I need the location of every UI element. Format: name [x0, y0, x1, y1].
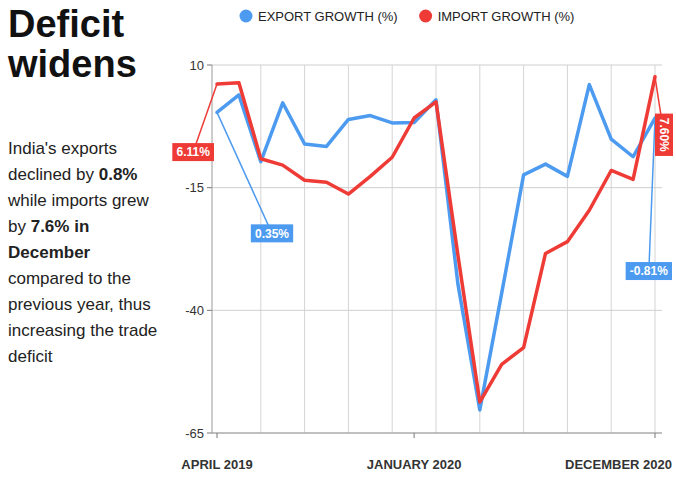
legend-swatch: [419, 10, 432, 23]
legend: EXPORT GROWTH (%) IMPORT GROWTH (%): [240, 9, 575, 24]
data-label: -0.81%: [626, 118, 672, 280]
tick-mark: [207, 65, 212, 66]
x-tick-label: JANUARY 2020: [367, 457, 462, 472]
leader-line: [217, 112, 272, 233]
data-labels: 0.35% -0.81% 6.11% 7.60%: [172, 77, 673, 280]
label-box: [626, 262, 672, 280]
legend-swatch: [240, 10, 253, 23]
grid-line-x: [436, 65, 437, 433]
data-label: 6.11%: [172, 84, 217, 161]
series-line: [217, 77, 655, 402]
grid-line-y: [212, 310, 662, 311]
data-label-text: 6.11%: [176, 145, 210, 159]
leader-line: [193, 84, 217, 152]
x-tick-label: APRIL 2019: [181, 457, 252, 472]
y-tick-label: -15: [185, 180, 204, 195]
grid-line-x: [260, 65, 261, 433]
data-label-text: 7.60%: [657, 118, 671, 152]
label-box: [655, 114, 673, 156]
grid-line-x: [567, 65, 568, 433]
subtitle: India's exports declined by 0.8% while i…: [8, 136, 170, 370]
grid-line-y: [212, 433, 662, 434]
data-label: 0.35%: [217, 112, 293, 242]
y-tick-label: -65: [185, 426, 204, 441]
y-tick-label: 10: [190, 58, 204, 73]
y-tick-label: -40: [185, 303, 204, 318]
tick-mark: [217, 433, 218, 438]
tick-mark: [207, 433, 212, 434]
title: Deficit widens: [8, 4, 183, 84]
grid-line-x: [392, 65, 393, 433]
leader-line: [649, 118, 655, 271]
lines: [217, 77, 655, 410]
x-tick-label: DECEMBER 2020: [565, 457, 672, 472]
legend-label: EXPORT GROWTH (%): [258, 9, 398, 24]
tick-mark: [207, 187, 212, 188]
grid-line-x: [611, 65, 612, 433]
tick-mark: [207, 310, 212, 311]
grid-line-y: [212, 65, 662, 66]
grid-line-x: [304, 65, 305, 433]
grid-line-x: [479, 65, 480, 433]
subtitle-part: 0.8%: [99, 165, 138, 184]
grid-line-y: [212, 187, 662, 188]
data-label-text: 0.35%: [255, 227, 289, 241]
subtitle-part: compared to the previous year, thus incr…: [8, 269, 157, 366]
data-label-text: -0.81%: [630, 264, 668, 278]
label-box: [172, 143, 214, 161]
tick-mark: [414, 433, 415, 438]
label-box: [251, 224, 293, 242]
data-label: 7.60%: [655, 77, 673, 156]
chart: -65 -40 -15 10 APRIL 2019 JANUARY 2020 DECEMBE…: [0, 0, 676, 477]
legend-label: IMPORT GROWTH (%): [438, 9, 575, 24]
grid-line-x: [523, 65, 524, 433]
series-line: [217, 85, 655, 410]
x-axis-line: [212, 433, 662, 434]
grid: [212, 65, 662, 433]
tick-mark: [655, 433, 656, 438]
y-axis-line: [212, 65, 213, 433]
